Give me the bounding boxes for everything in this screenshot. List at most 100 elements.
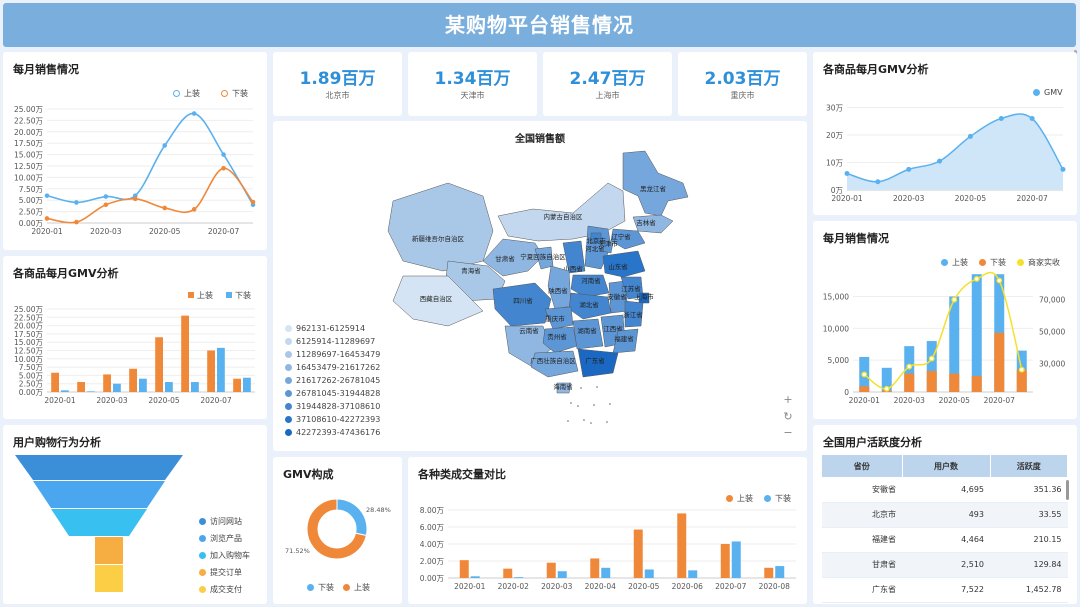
legend-item-top[interactable]: 上装	[941, 257, 968, 268]
table-scrollbar[interactable]	[1066, 480, 1069, 500]
column-header[interactable]: 省份	[822, 455, 903, 477]
x-tick-label: 2020-01	[31, 227, 63, 236]
stat-label: 重庆市	[730, 91, 755, 100]
x-tick-label: 2020-05	[939, 396, 971, 405]
legend-label: 42272393-47436176	[296, 428, 381, 437]
donut-legend-bottom[interactable]: 下装	[307, 582, 334, 593]
province-shape	[544, 306, 574, 330]
map-legend-item[interactable]: 962131-6125914	[285, 324, 365, 333]
zoom-out-icon[interactable]: −	[783, 426, 793, 439]
table-row[interactable]: 安徽省 4,695 351.36	[822, 477, 1068, 503]
bar	[590, 558, 600, 578]
bar	[459, 560, 469, 578]
legend-label: 下装	[232, 89, 248, 98]
panel-title: GMV构成	[283, 468, 334, 481]
x-tick-label: 2020-01	[44, 396, 76, 405]
bar	[971, 376, 982, 392]
bar	[677, 513, 687, 578]
funnel-stage-1[interactable]	[15, 455, 183, 480]
legend-item-bottom[interactable]: 下装	[979, 257, 1006, 268]
legend-item-gmv[interactable]: GMV	[1033, 88, 1063, 97]
y-tick-label: 8.00万	[420, 506, 445, 515]
map-legend-item[interactable]: 16453479-21617262	[285, 363, 380, 372]
gmv-area-chart: 0万 10万 20万 30万 2020-01 2020-03 2020-05 2020-07	[826, 104, 1066, 203]
legend-label: 26781045-31944828	[296, 389, 381, 398]
legend-label: 下装	[775, 494, 791, 503]
y-tick-label: 4.00万	[420, 540, 445, 549]
y-tick-label: 10万	[826, 159, 844, 168]
x-tick-label: 2020-05	[955, 194, 987, 203]
legend-item-top[interactable]: 上装	[188, 290, 213, 301]
bar	[217, 347, 225, 392]
y-tick-label: 7.50万	[19, 363, 44, 372]
data-point	[973, 276, 980, 282]
funnel-legend-1[interactable]: 访问网站	[199, 516, 242, 527]
map-legend-item[interactable]: 37108610-42272393	[285, 415, 380, 424]
funnel-stage-5[interactable]	[95, 565, 123, 592]
province-shape	[492, 282, 552, 327]
dot-icon	[285, 377, 292, 384]
table-row[interactable]: 甘肃省 2,510 129.84	[822, 552, 1068, 578]
map-title: 全国销售额	[515, 134, 565, 145]
monthly-sales-line-panel: 每月销售情况 上装 下装 0.00万 2.50万 5.00万 7.50万 10.00万 1…	[3, 52, 267, 250]
legend-item-top[interactable]: 上装	[173, 88, 200, 99]
bar	[181, 315, 189, 392]
legend-item-top[interactable]: 上装	[726, 493, 753, 504]
bar	[633, 529, 643, 578]
map-legend-item[interactable]: 26781045-31944828	[285, 389, 380, 398]
zoom-in-icon[interactable]: +	[783, 393, 793, 406]
island-dot	[557, 385, 559, 387]
area-fill	[847, 113, 1063, 190]
legend-label: 6125914-11289697	[296, 337, 376, 346]
stat-label: 天津市	[460, 91, 485, 100]
province-label: 上海市	[634, 292, 654, 301]
legend-label: 上装	[354, 583, 370, 592]
table-row[interactable]: 广东省 7,522 1,452.78	[822, 577, 1068, 603]
map-legend-item[interactable]: 42272393-47436176	[285, 428, 380, 437]
map-legend-item[interactable]: 11289697-16453479	[285, 350, 380, 359]
bar	[87, 391, 95, 392]
x-tick-label: 2020-05	[148, 396, 180, 405]
legend-label: 成交支付	[210, 585, 242, 594]
dot-icon	[726, 495, 733, 502]
panel-title: 每月销售情况	[823, 232, 889, 245]
funnel-legend-4[interactable]: 提交订单	[199, 567, 242, 578]
column-header[interactable]: 活跃度	[990, 455, 1068, 477]
reset-icon[interactable]: ↻	[783, 410, 793, 423]
donut-legend-top[interactable]: 上装	[343, 582, 370, 593]
province-label: 吉林省	[636, 218, 656, 227]
funnel-legend-2[interactable]: 浏览产品	[199, 533, 242, 544]
donut-slice	[336, 498, 368, 537]
funnel-chart	[15, 455, 183, 592]
funnel-legend-5[interactable]: 成交支付	[199, 584, 242, 595]
table-row[interactable]: 福建省 4,464 210.15	[822, 527, 1068, 553]
column-header[interactable]: 用户数	[902, 455, 991, 477]
funnel-stage-3[interactable]	[51, 509, 147, 536]
map-legend-item[interactable]: 6125914-11289697	[285, 337, 375, 346]
bar	[971, 274, 982, 392]
table-cell: 33.55	[990, 502, 1068, 528]
funnel-legend-3[interactable]: 加入购物车	[199, 550, 250, 561]
map-legend-item[interactable]: 31944828-37108610	[285, 402, 380, 411]
bar	[470, 576, 480, 578]
province-label: 湖北省	[579, 300, 599, 309]
stat-card-tianjin: 1.34百万 天津市	[408, 52, 537, 116]
legend-label: 访问网站	[210, 517, 242, 526]
map-legend-item[interactable]: 21617262-26781045	[285, 376, 380, 385]
y-tick-label: 15.00万	[14, 338, 43, 347]
legend-label: 下装	[235, 291, 251, 300]
province-label: 青海省	[461, 266, 481, 275]
funnel-stage-2[interactable]	[33, 481, 165, 508]
legend-item-bottom[interactable]: 下装	[221, 88, 248, 99]
bar	[949, 373, 960, 392]
data-point	[103, 202, 109, 208]
legend-item-bottom[interactable]: 下装	[764, 493, 791, 504]
panel-title: 各商品每月GMV分析	[823, 63, 929, 76]
legend-item-bottom[interactable]: 下装	[226, 290, 251, 301]
funnel-stage-4[interactable]	[95, 537, 123, 564]
table-row[interactable]: 北京市 493 33.55	[822, 502, 1068, 528]
province-label: 宁夏回族自治区	[520, 252, 566, 261]
legend-label: 上装	[952, 258, 968, 267]
legend-item-revenue[interactable]: 商家实收	[1017, 257, 1060, 268]
